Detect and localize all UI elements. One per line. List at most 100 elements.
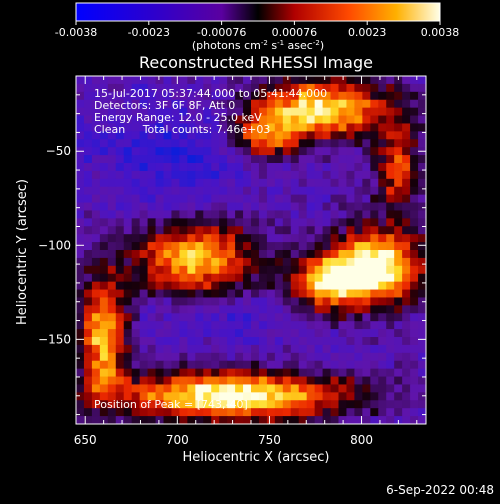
- heatmap-cell: [354, 163, 363, 172]
- heatmap-cell: [386, 131, 395, 140]
- heatmap-cell: [394, 194, 403, 204]
- heatmap-cell: [298, 123, 308, 132]
- heatmap-cell: [314, 123, 324, 132]
- heatmap-cell: [227, 226, 236, 235]
- heatmap-cell: [251, 178, 260, 188]
- heatmap-cell: [115, 234, 125, 243]
- heatmap-cell: [91, 178, 101, 188]
- heatmap-cell: [83, 83, 93, 93]
- heatmap-cell: [187, 139, 196, 148]
- heatmap-cell: [266, 99, 276, 109]
- heatmap-cell: [354, 202, 363, 211]
- heatmap-cell: [76, 250, 85, 259]
- heatmap-cell: [171, 360, 180, 370]
- heatmap-cell: [282, 131, 292, 140]
- heatmap-cell: [306, 131, 316, 140]
- heatmap-cell: [386, 273, 395, 283]
- heatmap-cell: [139, 226, 149, 235]
- heatmap-cell: [219, 400, 228, 409]
- heatmap-cell: [76, 163, 85, 172]
- heatmap-cell: [187, 368, 196, 378]
- heatmap-cell: [107, 384, 117, 393]
- heatmap-cell: [298, 392, 308, 401]
- heatmap-cell: [386, 384, 395, 393]
- heatmap-cell: [243, 400, 252, 409]
- heatmap-cell: [211, 163, 220, 172]
- heatmap-cell: [179, 305, 188, 314]
- heatmap-cell: [235, 400, 244, 409]
- heatmap-cell: [251, 305, 260, 314]
- colorbar-tick-label: -0.0023: [128, 26, 170, 39]
- heatmap-cell: [346, 297, 355, 306]
- heatmap-cell: [83, 131, 93, 140]
- heatmap-cell: [83, 115, 93, 124]
- heatmap-cell: [91, 163, 101, 172]
- heatmap-cell: [179, 226, 188, 235]
- heatmap-cell: [402, 281, 411, 291]
- heatmap-cell: [298, 83, 308, 93]
- heatmap-cell: [76, 329, 85, 338]
- heatmap-cell: [99, 297, 109, 306]
- heatmap-cell: [362, 289, 371, 298]
- heatmap-cell: [290, 408, 300, 417]
- heatmap-cell: [322, 91, 332, 101]
- heatmap-cell: [378, 265, 387, 275]
- heatmap-cell: [298, 273, 308, 283]
- heatmap-cell: [362, 392, 371, 401]
- heatmap-cell: [179, 178, 188, 188]
- heatmap-cell: [290, 202, 300, 211]
- heatmap-cell: [362, 234, 371, 243]
- heatmap-cell: [266, 384, 276, 393]
- heatmap-cell: [91, 202, 101, 211]
- heatmap-cell: [123, 400, 133, 409]
- heatmap-cell: [203, 416, 212, 425]
- heatmap-cell: [131, 313, 141, 322]
- heatmap-cell: [266, 321, 276, 330]
- heatmap-cell: [227, 281, 236, 291]
- heatmap-cell: [107, 178, 117, 188]
- heatmap-cell: [306, 186, 316, 196]
- heatmap-cell: [290, 416, 300, 425]
- heatmap-cell: [76, 408, 85, 417]
- heatmap-cell: [107, 281, 117, 291]
- heatmap-cell: [139, 281, 149, 291]
- heatmap-cell: [139, 344, 149, 354]
- heatmap-cell: [266, 352, 276, 362]
- heatmap-cell: [274, 163, 284, 172]
- heatmap-cell: [402, 83, 411, 93]
- heatmap-cell: [346, 376, 355, 385]
- heatmap-cell: [115, 91, 125, 101]
- heatmap-cell: [330, 344, 339, 354]
- heatmap-cell: [330, 400, 339, 409]
- heatmap-cell: [274, 202, 284, 211]
- heatmap-cell: [203, 155, 212, 164]
- heatmap-cell: [314, 76, 324, 85]
- heatmap-cell: [386, 337, 395, 346]
- heatmap-cell: [155, 155, 164, 164]
- heatmap-cell: [195, 115, 204, 124]
- heatmap-cell: [131, 305, 141, 314]
- heatmap-cell: [243, 281, 252, 291]
- heatmap-cell: [410, 265, 419, 275]
- heatmap-cell: [211, 408, 220, 417]
- heatmap-cell: [362, 131, 371, 140]
- heatmap-cell: [338, 376, 347, 385]
- heatmap-cell: [394, 107, 403, 117]
- heatmap-cell: [211, 297, 220, 306]
- heatmap-cell: [171, 210, 180, 219]
- heatmap-cell: [251, 202, 260, 211]
- heatmap-cell: [338, 257, 347, 267]
- heatmap-cell: [282, 305, 292, 314]
- heatmap-cell: [147, 155, 157, 164]
- heatmap-cell: [402, 194, 411, 204]
- heatmap-cell: [314, 273, 324, 283]
- heatmap-cell: [123, 178, 133, 188]
- heatmap-cell: [203, 384, 212, 393]
- heatmap-cell: [306, 257, 316, 267]
- heatmap-cell: [227, 139, 236, 148]
- heatmap-cell: [163, 178, 172, 188]
- heatmap-cell: [83, 305, 93, 314]
- heatmap-cell: [107, 139, 117, 148]
- heatmap-cell: [402, 337, 411, 346]
- heatmap-cell: [306, 313, 316, 322]
